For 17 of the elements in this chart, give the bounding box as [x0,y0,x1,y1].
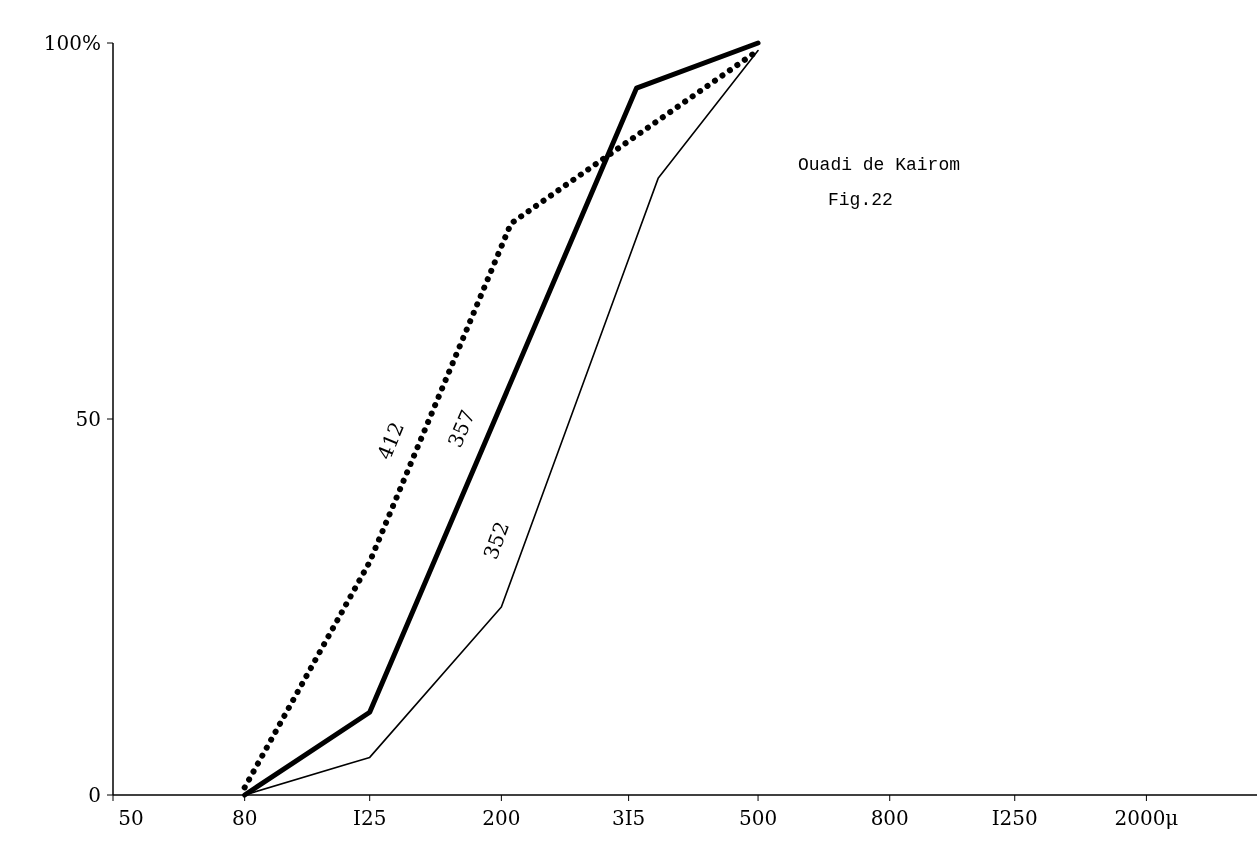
x-tick-label: 2000μ [1114,806,1179,830]
x-tick-label: 800 [870,806,909,830]
text: 352 [478,518,515,563]
text: 412 [372,418,410,463]
x-tick-label: I250 [991,806,1038,830]
annotation: Fig.22 [828,190,893,210]
x-tick-label: 200 [482,806,521,830]
y-tick-label: 0 [88,783,101,807]
x-tick-label: 80 [231,806,258,830]
x-tick-label: 500 [738,806,778,830]
y-tick-label: 50 [75,407,101,431]
annotation: Ouadi de Kairom [798,155,961,175]
y-tick-label: 100% [43,31,101,55]
x-tick-label: I25 [353,806,387,830]
x-tick-label: 50 [118,806,144,830]
x-tick-label: 3I5 [611,806,646,830]
text: 357 [442,406,480,451]
